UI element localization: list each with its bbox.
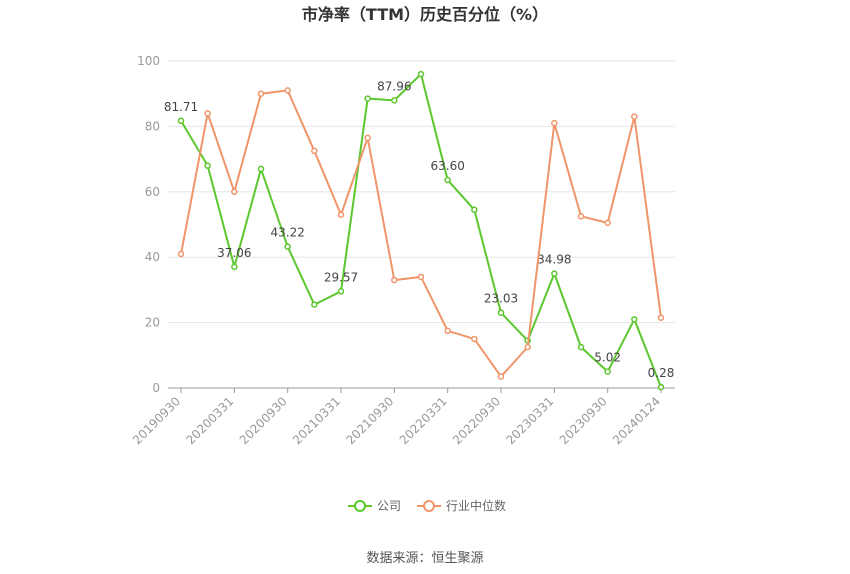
- chart-title: 市净率（TTM）历史百分位（%）: [302, 5, 548, 24]
- point: [231, 188, 238, 196]
- x-tick-label: 20240124: [610, 394, 663, 447]
- point: [417, 273, 425, 281]
- data-label: 34.98: [537, 253, 571, 267]
- point: [311, 147, 318, 155]
- point: [257, 165, 265, 173]
- point: [231, 263, 238, 271]
- y-tick-label: 60: [145, 185, 160, 199]
- point: [284, 243, 291, 250]
- data-label: 37.06: [217, 246, 251, 260]
- point: [444, 327, 451, 335]
- point: [471, 206, 478, 214]
- data-label: 87.96: [377, 79, 411, 93]
- x-tick-label: 20200331: [183, 394, 236, 447]
- point: [604, 219, 611, 227]
- point: [337, 211, 345, 218]
- x-tick-label: 20220331: [397, 394, 450, 447]
- y-tick-label: 100: [137, 54, 160, 68]
- point: [551, 119, 558, 127]
- point: [444, 176, 451, 184]
- series-line: [180, 89, 662, 379]
- point: [497, 373, 505, 380]
- point: [257, 90, 265, 97]
- y-tick-label: 20: [145, 316, 160, 330]
- data-label: 23.03: [484, 292, 518, 306]
- point: [391, 97, 398, 104]
- x-tick-label: 20190930: [130, 394, 183, 447]
- data-label: 5.02: [594, 351, 621, 365]
- x-tick-label: 20210930: [343, 394, 396, 447]
- point: [311, 301, 318, 308]
- point: [177, 250, 185, 258]
- y-tick-label: 0: [152, 381, 160, 395]
- data-label: 0.28: [648, 366, 675, 380]
- point: [631, 113, 638, 120]
- x-tick-label: 20230331: [503, 394, 556, 447]
- point: [337, 288, 345, 295]
- point: [577, 213, 585, 220]
- x-tick-label: 20210331: [290, 394, 343, 447]
- legend-marker: [423, 500, 436, 512]
- point: [497, 309, 505, 316]
- x-tick-label: 20220930: [450, 394, 503, 447]
- point: [284, 87, 291, 94]
- point: [657, 383, 665, 391]
- data-label: 81.71: [164, 100, 198, 114]
- y-tick-label: 80: [145, 119, 160, 133]
- point: [391, 276, 398, 284]
- point: [551, 270, 558, 277]
- data-label: 43.22: [270, 226, 304, 240]
- point: [604, 368, 611, 375]
- legend-label: 公司: [377, 499, 401, 513]
- y-tick-label: 40: [145, 250, 160, 264]
- data-label: 29.57: [324, 270, 358, 284]
- point: [577, 343, 585, 351]
- point: [177, 117, 185, 125]
- legend-label: 行业中位数: [446, 498, 506, 513]
- point: [364, 95, 371, 102]
- x-tick-label: 20200930: [237, 394, 290, 447]
- point: [657, 314, 665, 321]
- point: [364, 134, 371, 142]
- point: [524, 343, 531, 351]
- point: [471, 335, 478, 343]
- point: [417, 70, 425, 78]
- data-label: 63.60: [430, 159, 464, 173]
- x-tick-label: 20230930: [557, 394, 610, 447]
- point: [204, 110, 211, 117]
- source: 数据来源：恒生聚源: [366, 551, 483, 566]
- point: [204, 162, 211, 169]
- legend-marker: [354, 500, 366, 512]
- point: [631, 316, 638, 323]
